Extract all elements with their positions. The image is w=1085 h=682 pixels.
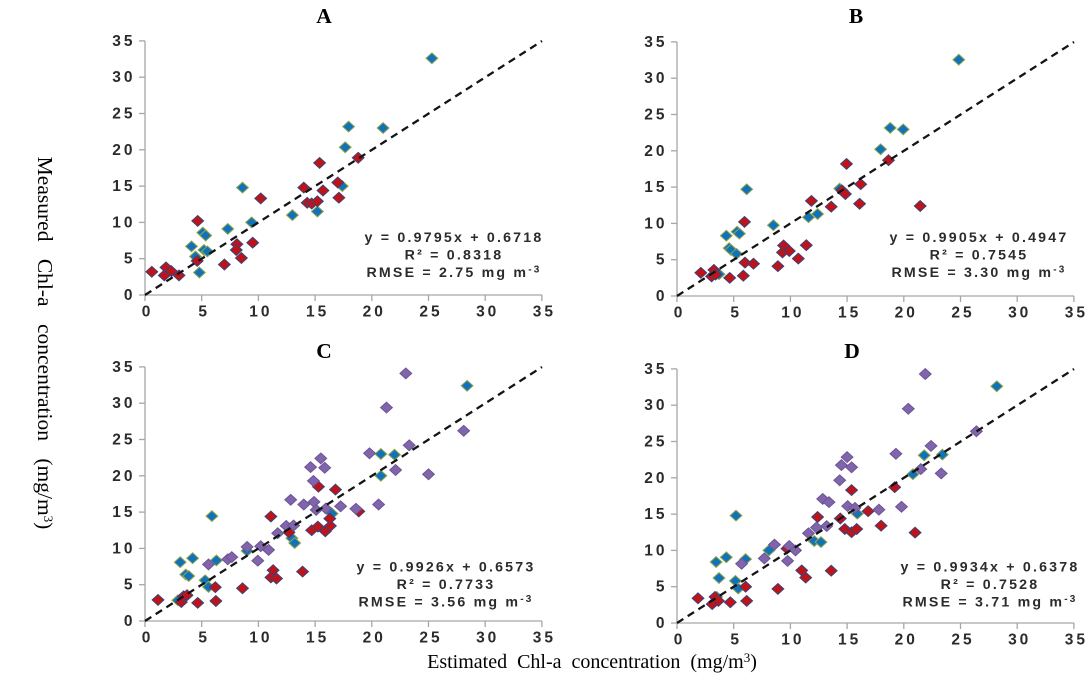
svg-text:10: 10 bbox=[781, 632, 804, 649]
svg-text:y = 0.9795x + 0.6718: y = 0.9795x + 0.6718 bbox=[365, 230, 544, 246]
svg-text:35: 35 bbox=[1065, 305, 1085, 322]
svg-text:30: 30 bbox=[112, 69, 135, 86]
svg-text:0: 0 bbox=[656, 288, 668, 305]
svg-text:10: 10 bbox=[644, 215, 667, 232]
svg-text:25: 25 bbox=[419, 630, 442, 647]
svg-text:20: 20 bbox=[644, 470, 667, 487]
svg-text:30: 30 bbox=[1008, 632, 1031, 649]
svg-text:0: 0 bbox=[142, 630, 154, 647]
svg-text:10: 10 bbox=[112, 214, 135, 231]
svg-text:10: 10 bbox=[249, 304, 272, 321]
svg-text:RMSE = 3.56 mg m-3: RMSE = 3.56 mg m-3 bbox=[358, 594, 533, 611]
svg-text:5: 5 bbox=[656, 252, 668, 269]
svg-text:0: 0 bbox=[124, 287, 136, 304]
svg-text:25: 25 bbox=[951, 305, 974, 322]
svg-text:A: A bbox=[316, 4, 332, 28]
svg-text:35: 35 bbox=[1065, 632, 1085, 649]
svg-text:D: D bbox=[844, 339, 860, 363]
svg-text:Measured Chl-a concentration (: Measured Chl-a concentration (mg/m3) bbox=[33, 157, 57, 530]
svg-text:25: 25 bbox=[112, 432, 135, 449]
svg-text:0: 0 bbox=[142, 304, 154, 321]
svg-text:15: 15 bbox=[112, 504, 135, 521]
svg-text:30: 30 bbox=[476, 630, 499, 647]
svg-text:30: 30 bbox=[476, 304, 499, 321]
svg-text:30: 30 bbox=[644, 397, 667, 414]
svg-text:10: 10 bbox=[249, 630, 272, 647]
svg-text:R² = 0.7545: R² = 0.7545 bbox=[930, 247, 1029, 263]
svg-text:B: B bbox=[849, 4, 863, 28]
svg-text:25: 25 bbox=[951, 632, 974, 649]
svg-text:5: 5 bbox=[124, 577, 136, 594]
svg-text:35: 35 bbox=[644, 34, 667, 51]
svg-text:10: 10 bbox=[781, 305, 804, 322]
svg-text:5: 5 bbox=[730, 305, 742, 322]
svg-text:y = 0.9934x + 0.6378: y = 0.9934x + 0.6378 bbox=[901, 560, 1080, 576]
svg-text:Estimated Chl-a concentration: Estimated Chl-a concentration (mg/m3) bbox=[427, 650, 757, 673]
svg-text:5: 5 bbox=[198, 304, 210, 321]
svg-text:15: 15 bbox=[644, 506, 667, 523]
svg-text:20: 20 bbox=[363, 630, 386, 647]
svg-text:35: 35 bbox=[533, 304, 556, 321]
svg-text:35: 35 bbox=[644, 361, 667, 378]
svg-text:20: 20 bbox=[112, 142, 135, 159]
svg-text:C: C bbox=[316, 339, 332, 363]
svg-text:30: 30 bbox=[1008, 305, 1031, 322]
svg-text:R² = 0.7528: R² = 0.7528 bbox=[941, 577, 1040, 593]
svg-text:30: 30 bbox=[644, 70, 667, 87]
svg-text:35: 35 bbox=[112, 359, 135, 376]
svg-text:y = 0.9905x + 0.4947: y = 0.9905x + 0.4947 bbox=[890, 230, 1069, 246]
svg-text:35: 35 bbox=[533, 630, 556, 647]
svg-text:35: 35 bbox=[112, 33, 135, 50]
svg-text:5: 5 bbox=[656, 579, 668, 596]
svg-text:0: 0 bbox=[656, 615, 668, 632]
svg-text:15: 15 bbox=[644, 179, 667, 196]
svg-text:25: 25 bbox=[419, 304, 442, 321]
svg-text:RMSE = 3.30 mg m-3: RMSE = 3.30 mg m-3 bbox=[891, 265, 1066, 282]
svg-text:R² = 0.8318: R² = 0.8318 bbox=[405, 247, 504, 263]
svg-text:25: 25 bbox=[112, 106, 135, 123]
svg-text:20: 20 bbox=[644, 143, 667, 160]
svg-text:20: 20 bbox=[895, 305, 918, 322]
svg-text:0: 0 bbox=[674, 305, 686, 322]
svg-text:0: 0 bbox=[674, 632, 686, 649]
svg-text:20: 20 bbox=[895, 632, 918, 649]
svg-text:10: 10 bbox=[112, 540, 135, 557]
svg-text:20: 20 bbox=[363, 304, 386, 321]
svg-text:R² = 0.7733: R² = 0.7733 bbox=[397, 577, 496, 593]
svg-text:25: 25 bbox=[644, 107, 667, 124]
svg-text:30: 30 bbox=[112, 395, 135, 412]
svg-text:0: 0 bbox=[124, 613, 136, 630]
svg-text:10: 10 bbox=[644, 542, 667, 559]
svg-text:5: 5 bbox=[198, 630, 210, 647]
svg-text:15: 15 bbox=[306, 630, 329, 647]
svg-text:y = 0.9926x + 0.6573: y = 0.9926x + 0.6573 bbox=[357, 560, 536, 576]
svg-text:5: 5 bbox=[730, 632, 742, 649]
svg-text:20: 20 bbox=[112, 468, 135, 485]
svg-text:15: 15 bbox=[838, 305, 861, 322]
svg-text:RMSE = 2.75 mg m-3: RMSE = 2.75 mg m-3 bbox=[366, 265, 541, 282]
svg-text:25: 25 bbox=[644, 434, 667, 451]
svg-text:15: 15 bbox=[306, 304, 329, 321]
svg-text:15: 15 bbox=[838, 632, 861, 649]
svg-text:5: 5 bbox=[124, 251, 136, 268]
svg-text:15: 15 bbox=[112, 178, 135, 195]
svg-text:RMSE = 3.71 mg m-3: RMSE = 3.71 mg m-3 bbox=[902, 594, 1077, 611]
